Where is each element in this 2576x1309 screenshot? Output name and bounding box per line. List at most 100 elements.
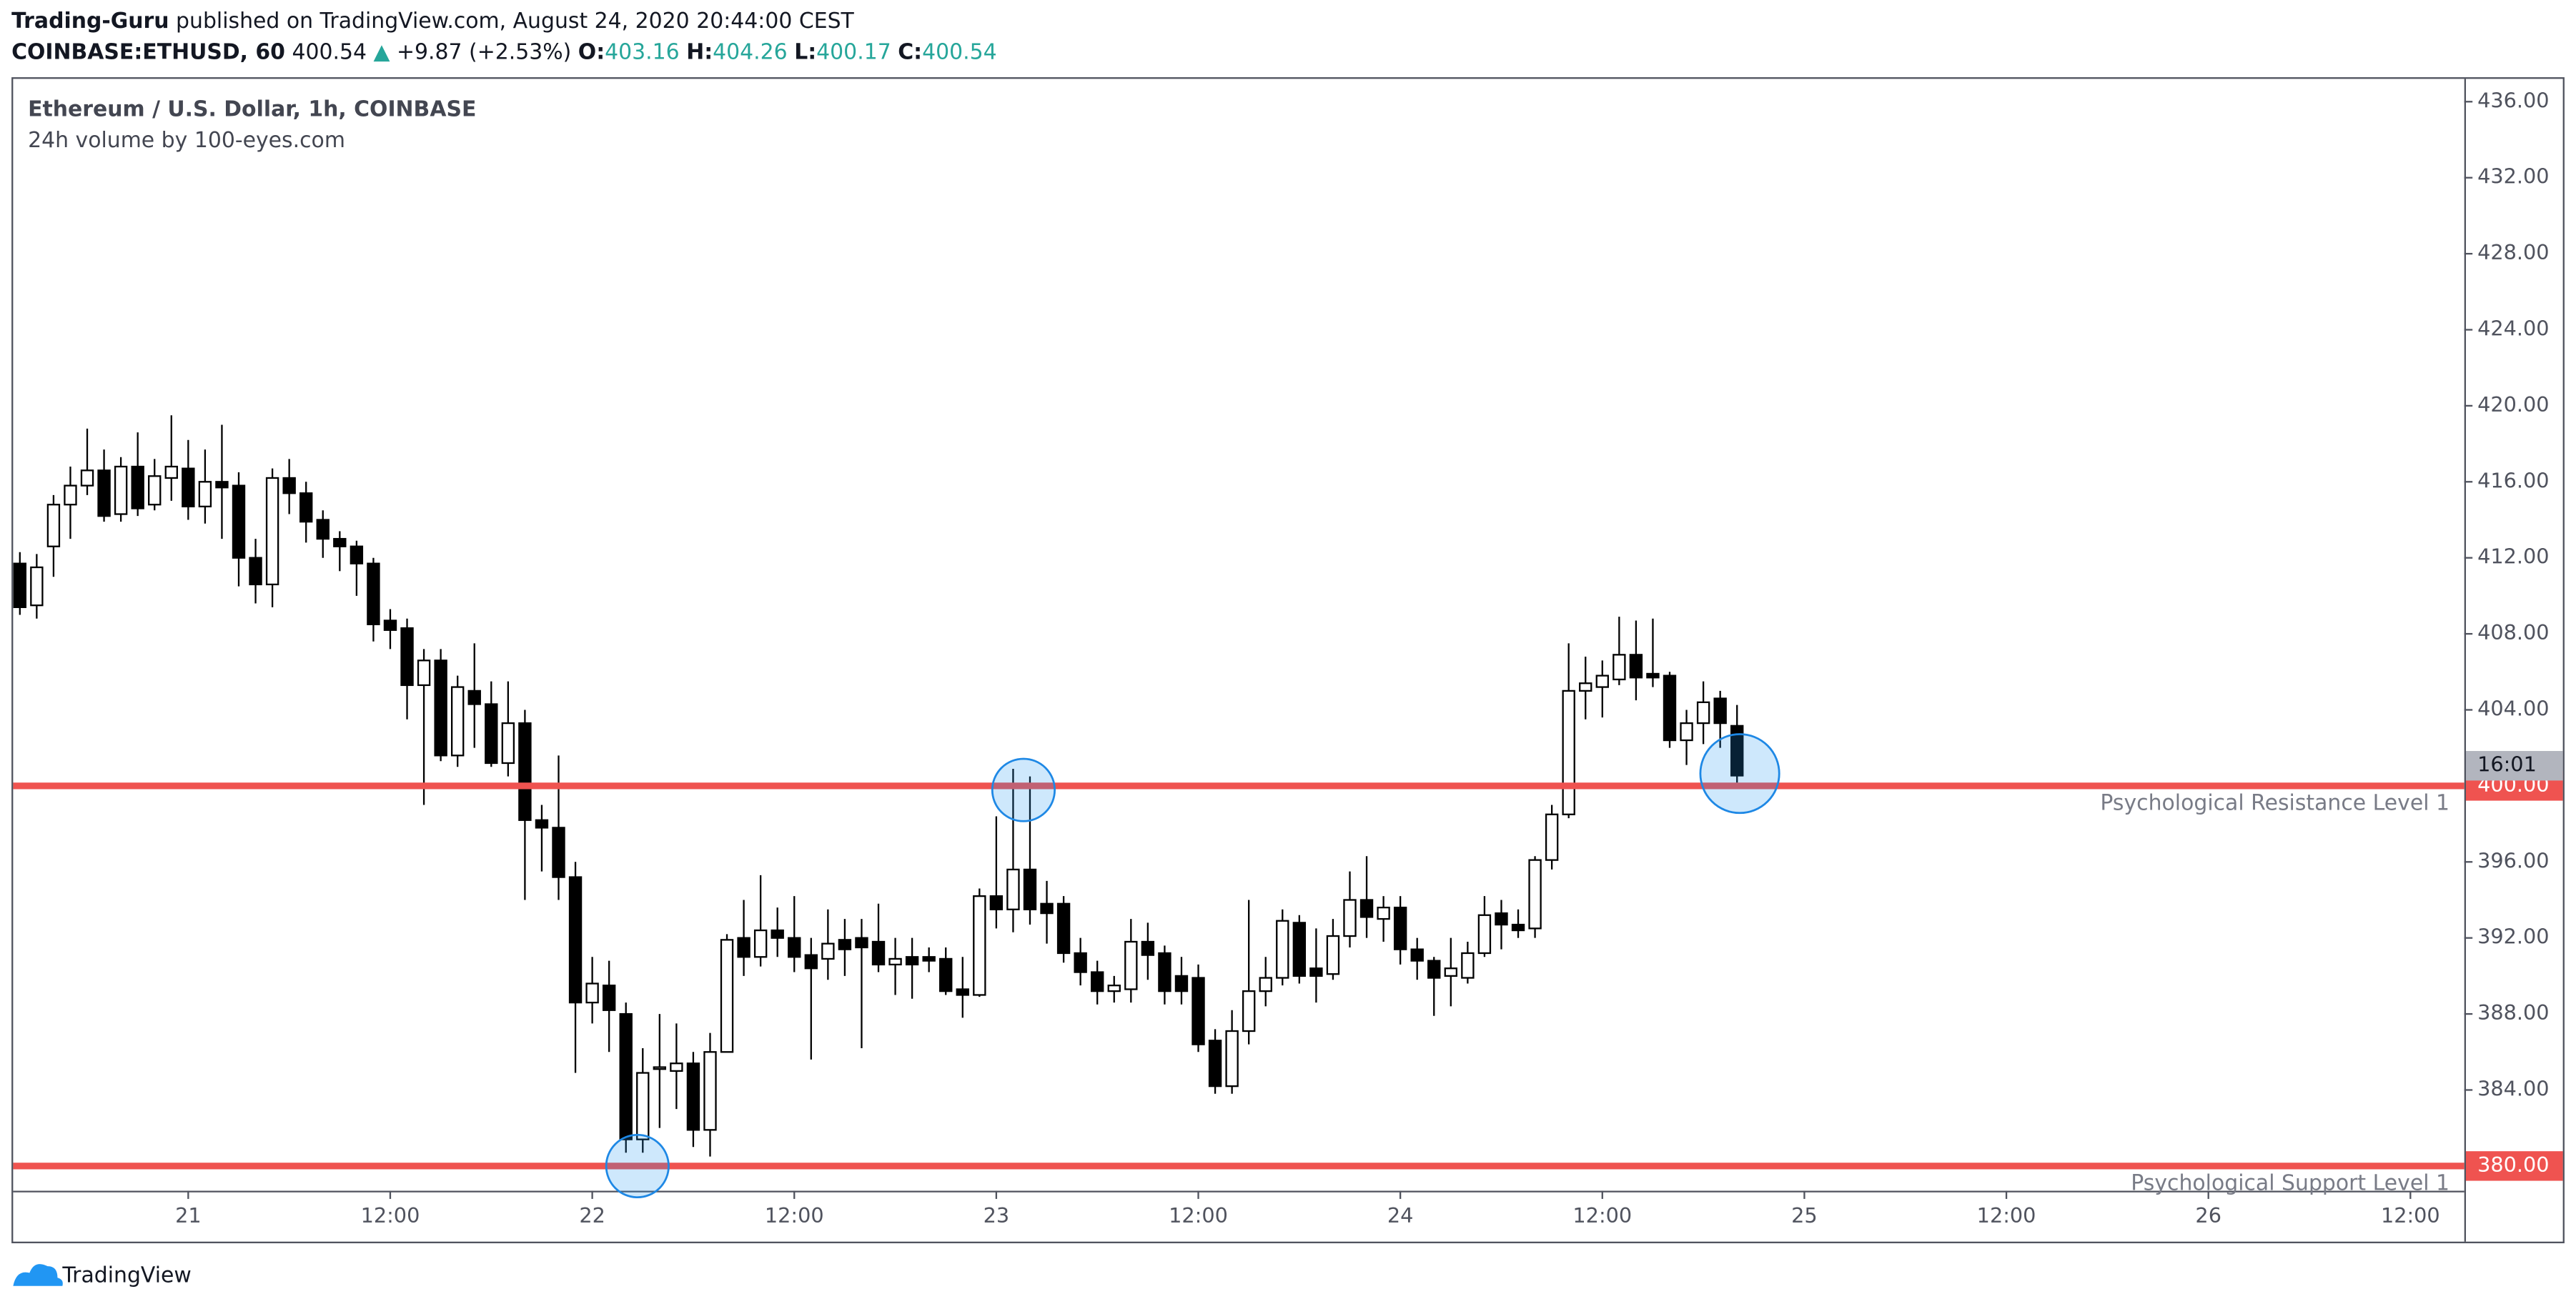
candle-body (1663, 675, 1677, 742)
candle-body (1410, 948, 1424, 962)
candle-body (653, 1066, 667, 1070)
candle-body (1276, 920, 1289, 979)
y-tick-label: 388.00 (2477, 1000, 2550, 1025)
candle-body (114, 465, 128, 515)
candle-body (400, 627, 414, 687)
candle-body (485, 703, 498, 765)
header-line-2: COINBASE:ETHUSD, 60 400.54 ▲ +9.87 (+2.5… (11, 39, 997, 64)
candle-body (753, 929, 768, 958)
candle-body (97, 469, 111, 517)
candle-body (1646, 672, 1660, 679)
candle-body (1359, 899, 1374, 918)
y-tick-label: 404.00 (2477, 696, 2550, 720)
ohlc-value: 403.16 (605, 39, 680, 64)
candle-body (1040, 902, 1054, 915)
candle-body (1091, 971, 1104, 992)
candle-body (1613, 654, 1626, 681)
candle-body (636, 1072, 650, 1140)
candle-body (871, 940, 886, 966)
candle-body (182, 467, 195, 508)
candle-body (1174, 975, 1189, 992)
x-tick-label: 23 (984, 1203, 1010, 1228)
change-arrow: ▲ (374, 39, 390, 64)
x-tick-label: 12:00 (1572, 1203, 1632, 1228)
candle-body (316, 519, 330, 540)
candle-body (1259, 977, 1272, 992)
candle-body (1545, 813, 1559, 861)
y-tick-label: 416.00 (2477, 468, 2550, 492)
candle-body (282, 477, 296, 494)
countdown-box (2466, 751, 2563, 781)
candle-body (788, 937, 801, 958)
x-tick-label: 12:00 (765, 1203, 824, 1228)
candle-body (686, 1062, 700, 1131)
candle-body (1696, 701, 1710, 725)
candle-body (1461, 952, 1475, 979)
last-price: 400.54 (292, 39, 367, 64)
candle-body (973, 895, 986, 996)
candle-body (922, 956, 936, 962)
candle-body (535, 819, 549, 829)
candle-body (467, 690, 481, 705)
y-tick-label: 392.00 (2477, 925, 2550, 949)
candle-body (232, 484, 246, 559)
candle-body (299, 492, 313, 523)
candle-body (13, 562, 27, 608)
y-tick-label: 432.00 (2477, 164, 2550, 189)
candle-body (450, 686, 465, 757)
candle-body (249, 557, 262, 586)
published-text: published on TradingView.com, August 24,… (176, 8, 855, 33)
candle-body (1006, 868, 1020, 910)
candle-body (568, 876, 583, 1004)
candle-body (434, 660, 447, 757)
candle-body (1242, 990, 1256, 1032)
candle-body (821, 942, 835, 960)
candle-body (198, 481, 212, 508)
x-tick-label: 12:00 (361, 1203, 420, 1228)
candle-body (1292, 922, 1307, 977)
header-line-1: Trading-Guru published on TradingView.co… (11, 8, 854, 33)
candle-body (1208, 1040, 1222, 1087)
level-label: Psychological Support Level 1 (2131, 1171, 2449, 1196)
y-tick-label: 420.00 (2477, 392, 2550, 417)
candle-body (771, 929, 784, 939)
x-tick-label: 12:00 (2381, 1203, 2440, 1228)
ohlc-value: 400.17 (816, 39, 891, 64)
candle-body (80, 469, 94, 487)
x-tick-label: 12:00 (1169, 1203, 1228, 1228)
candle-body (518, 722, 532, 821)
candle-body (1495, 912, 1508, 926)
candle-body (1343, 899, 1357, 937)
candle-body (1074, 952, 1087, 973)
logo-icon (13, 1264, 63, 1286)
ohlc-label: H: (686, 39, 713, 64)
footer-brand: TradingView (61, 1263, 192, 1288)
chart-frame (11, 77, 2565, 1244)
y-tick-label: 396.00 (2477, 848, 2550, 872)
candle-body (1107, 985, 1121, 992)
plot (13, 415, 2464, 1170)
candle-body (939, 957, 953, 992)
candle-body (46, 504, 61, 547)
y-tick-label: 436.00 (2477, 88, 2550, 112)
candle-body (855, 937, 868, 949)
candle-body (148, 475, 162, 506)
y-tick-label: 428.00 (2477, 240, 2550, 264)
highlight-circle (991, 757, 1056, 822)
candle-body (1393, 906, 1407, 950)
candle-body (619, 1012, 633, 1140)
y-tick-label: 408.00 (2477, 620, 2550, 644)
candle-body (1309, 967, 1323, 977)
candle-body (720, 939, 734, 1053)
chart-subtitle: 24h volume by 100-eyes.com (28, 128, 345, 153)
candle-body (131, 465, 144, 509)
candle-body (1477, 914, 1492, 955)
ohlc-value: 400.54 (922, 39, 997, 64)
candle-body (703, 1051, 717, 1131)
candle-body (585, 982, 599, 1004)
level-label: Psychological Resistance Level 1 (2100, 791, 2449, 816)
candle-body (1124, 940, 1138, 990)
highlight-circle (1699, 733, 1780, 815)
level-price-box (2466, 1151, 2563, 1181)
candle-body (1444, 967, 1458, 977)
